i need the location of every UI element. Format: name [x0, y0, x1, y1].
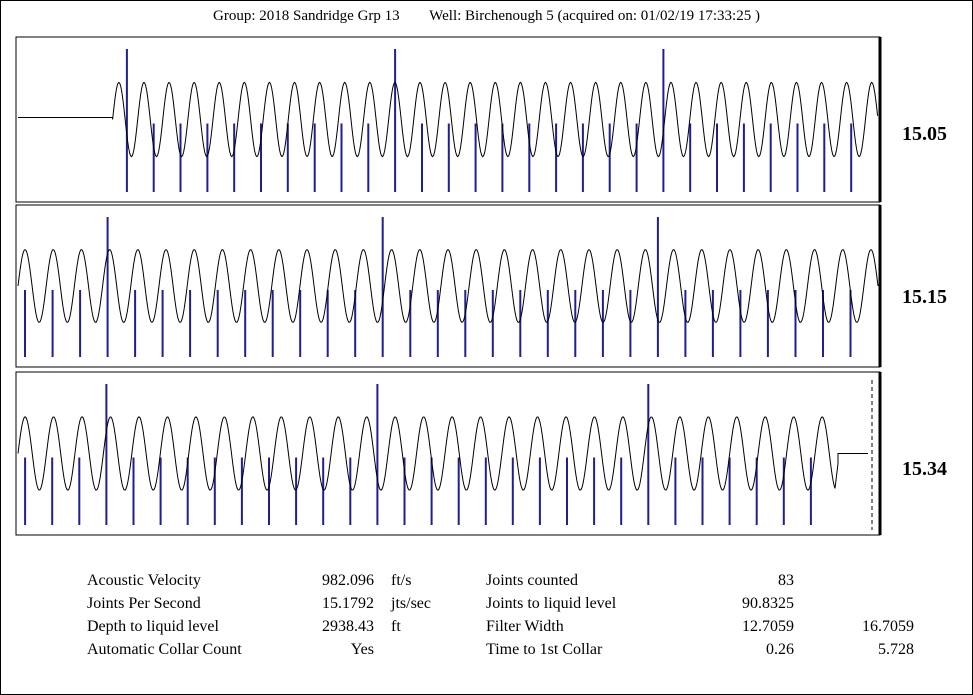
- joints-per-second-value: 15.15: [902, 286, 947, 308]
- stat-extra-time-first-collar: 5.728: [878, 641, 914, 658]
- stat-unit-acoustic-velocity: ft/s: [391, 572, 412, 589]
- joints-per-second-value: 15.05: [902, 123, 947, 145]
- stat-value-time-first-collar: 0.26: [766, 641, 794, 658]
- trace-line: [17, 416, 868, 491]
- stat-value-joints-to-liquid: 90.8325: [742, 595, 794, 612]
- stat-value-acoustic-velocity: 982.096: [322, 572, 374, 589]
- stat-value-auto-collar: Yes: [350, 641, 374, 658]
- stat-label-joints-counted: Joints counted: [486, 572, 578, 589]
- stat-label-depth: Depth to liquid level: [87, 618, 219, 635]
- stat-label-joints-per-second: Joints Per Second: [87, 595, 201, 612]
- group-label: Group: 2018 Sandridge Grp 13: [213, 8, 400, 24]
- stat-value-joints-counted: 83: [778, 572, 794, 589]
- results-table: Acoustic Velocity 982.096 ft/s Joints Pe…: [0, 570, 973, 680]
- stat-value-joints-per-second: 15.1792: [322, 595, 374, 612]
- stat-unit-joints-per-second: jts/sec: [391, 595, 431, 612]
- stat-unit-depth: ft: [391, 618, 401, 635]
- stat-label-filter-width: Filter Width: [486, 618, 564, 635]
- panel-border: [15, 204, 881, 368]
- stat-label-auto-collar: Automatic Collar Count: [87, 641, 242, 658]
- stat-extra-filter-width: 16.7059: [862, 618, 914, 635]
- well-label: Well: Birchenough 5 (acquired on: 01/02/…: [429, 8, 760, 24]
- trace-line: [18, 81, 879, 158]
- trace-panel-3: 15.34: [15, 371, 947, 536]
- stat-label-acoustic-velocity: Acoustic Velocity: [87, 572, 201, 589]
- trace-panel-1: 15.05: [15, 36, 947, 203]
- stat-value-depth: 2938.43: [322, 618, 374, 635]
- stat-label-time-first-collar: Time to 1st Collar: [486, 641, 603, 658]
- trace-line: [17, 248, 879, 324]
- report-header: Group: 2018 Sandridge Grp 13 Well: Birch…: [0, 8, 973, 25]
- joints-per-second-value: 15.34: [902, 458, 947, 480]
- trace-panel-2: 15.15: [15, 204, 947, 368]
- stat-value-filter-width: 12.7059: [742, 618, 794, 635]
- stat-label-joints-to-liquid: Joints to liquid level: [486, 595, 617, 612]
- acoustic-traces: 15.05 15.15 15.34: [15, 36, 947, 536]
